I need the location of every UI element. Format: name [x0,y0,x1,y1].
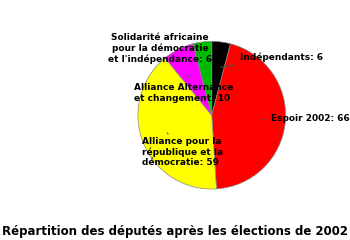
Wedge shape [138,58,217,189]
Text: Solidarité africaine
pour la démocratie
et l'indépendance: 6: Solidarité africaine pour la démocratie … [108,33,212,68]
Wedge shape [165,44,212,115]
Text: Alliance Alternance
et changement: 10: Alliance Alternance et changement: 10 [134,75,233,103]
Text: Espoir 2002: 66: Espoir 2002: 66 [262,114,350,123]
Text: Alliance pour la
république et la
démocratie: 59: Alliance pour la république et la démocr… [142,133,223,167]
Wedge shape [212,44,286,189]
Wedge shape [193,41,212,115]
Text: Répartition des députés après les élections de 2002: Répartition des députés après les électi… [2,225,348,238]
Text: Indépendants: 6: Indépendants: 6 [220,53,323,67]
Wedge shape [212,41,231,115]
